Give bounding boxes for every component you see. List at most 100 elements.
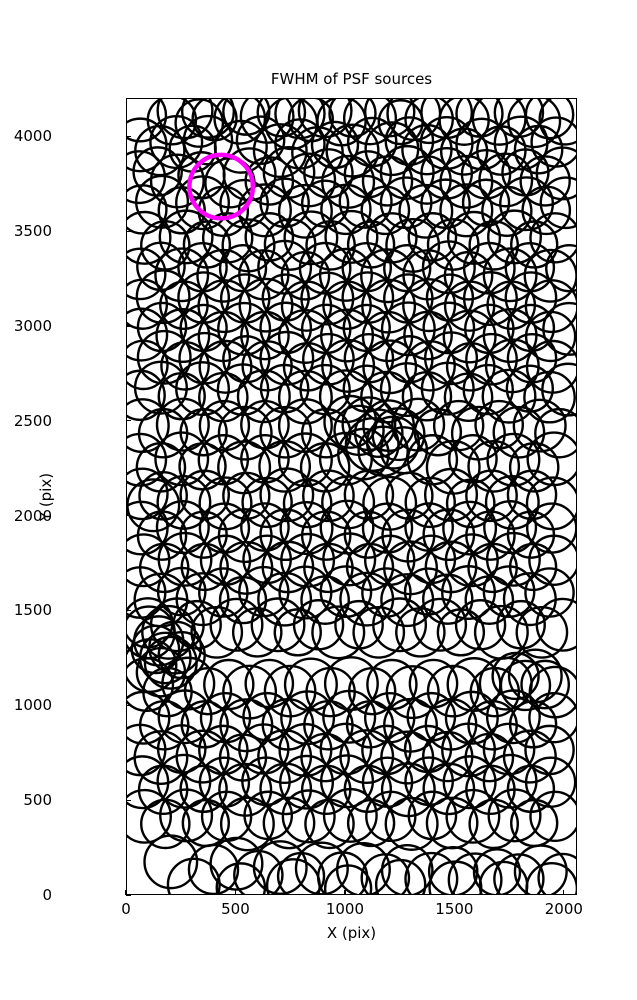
psf-source-circle xyxy=(127,533,171,588)
psf-source-circle xyxy=(324,209,379,264)
psf-source-circle xyxy=(524,567,575,618)
psf-source-circle xyxy=(444,690,499,745)
psf-source-circle xyxy=(265,858,321,894)
x-tick-label: 1500 xyxy=(435,900,474,918)
y-tick-label: 2500 xyxy=(13,411,52,430)
psf-source-circle xyxy=(175,175,230,231)
psf-source-circle xyxy=(442,500,498,556)
psf-source-circle xyxy=(539,176,576,230)
psf-source-circle xyxy=(528,691,576,744)
psf-source-circle xyxy=(149,115,204,170)
psf-source-circle xyxy=(311,605,366,660)
psf-source-circle xyxy=(155,397,210,452)
psf-source-circle xyxy=(136,329,192,385)
y-tick-label: 2000 xyxy=(13,506,52,525)
psf-source-circle xyxy=(198,567,249,618)
psf-source-circle xyxy=(360,853,411,894)
psf-source-circle xyxy=(542,301,576,356)
psf-source-circle xyxy=(222,99,271,136)
psf-source-circle xyxy=(439,183,494,238)
y-tick-mark xyxy=(126,325,131,327)
psf-source-circle xyxy=(485,689,541,745)
psf-source-circle xyxy=(279,754,334,810)
psf-source-circle xyxy=(166,857,221,894)
psf-source-circle xyxy=(298,241,352,295)
psf-source-circle xyxy=(467,440,521,493)
psf-source-circle xyxy=(353,408,404,459)
psf-source-circle xyxy=(404,99,454,145)
psf-source-circle xyxy=(385,665,440,720)
psf-source-circle xyxy=(154,247,210,303)
psf-source-circle xyxy=(529,790,576,843)
psf-source-circle xyxy=(130,624,181,675)
psf-source-circle xyxy=(258,440,312,493)
psf-source-circle xyxy=(257,571,313,627)
psf-source-circle xyxy=(513,844,568,894)
psf-source-circle xyxy=(465,332,518,386)
plot-area[interactable] xyxy=(126,98,577,895)
psf-source-circle xyxy=(279,501,334,556)
psf-source-circle xyxy=(158,209,214,265)
psf-source-circle xyxy=(133,360,188,415)
psf-source-circle xyxy=(512,398,567,453)
psf-source-circle xyxy=(127,467,169,521)
psf-source-circle xyxy=(420,178,471,229)
x-tick-mark xyxy=(125,890,127,895)
psf-source-circle xyxy=(439,154,494,209)
psf-source-circle xyxy=(374,858,427,894)
psf-source-circle xyxy=(465,469,518,523)
psf-source-circle xyxy=(447,852,503,894)
x-axis-label: X (pix) xyxy=(326,924,377,942)
psf-source-circle xyxy=(441,565,497,621)
psf-source-circle xyxy=(180,99,236,139)
x-tick-label: 1000 xyxy=(325,900,365,918)
psf-source-circle xyxy=(132,146,183,197)
psf-source-circle xyxy=(534,407,576,459)
x-tick-mark xyxy=(453,890,455,895)
psf-source-circle xyxy=(259,762,313,816)
psf-source-circle xyxy=(493,853,545,894)
psf-source-circle xyxy=(294,841,349,894)
psf-source-circle xyxy=(238,277,294,333)
psf-source-circle xyxy=(364,99,416,138)
x-tick-label: 2000 xyxy=(544,900,583,918)
y-tick-label: 0 xyxy=(42,886,52,904)
y-tick-mark xyxy=(126,135,131,137)
psf-source-circle xyxy=(384,796,439,851)
psf-source-circle xyxy=(482,565,536,618)
psf-source-circle xyxy=(209,597,264,652)
psf-source-circle xyxy=(300,271,355,326)
psf-source-circle xyxy=(398,183,454,239)
psf-source-circle xyxy=(252,123,308,179)
psf-source-circle xyxy=(346,798,396,848)
psf-source-circle xyxy=(402,278,457,333)
psf-source-circle xyxy=(372,597,428,653)
psf-source-circle xyxy=(127,500,169,556)
psf-source-circle xyxy=(342,99,398,146)
psf-source-circle xyxy=(127,657,175,712)
psf-source-circle xyxy=(277,308,333,364)
psf-source-circle xyxy=(444,533,499,588)
psf-source-circle xyxy=(217,405,273,461)
psf-source-circle xyxy=(426,664,480,718)
psf-source-circle xyxy=(519,155,571,207)
y-axis-label: Y (pix) xyxy=(37,472,55,521)
y-tick-mark xyxy=(126,230,131,232)
x-tick-mark xyxy=(344,890,346,895)
psf-source-circle xyxy=(487,788,542,843)
psf-source-circle xyxy=(428,860,483,894)
highlighted-psf-source-circle[interactable] xyxy=(187,152,256,221)
psf-source-circle xyxy=(491,651,540,701)
psf-source-circle xyxy=(262,796,316,850)
psf-source-circle xyxy=(149,597,205,653)
psf-source-circle xyxy=(256,99,307,138)
psf-source-circle xyxy=(127,788,172,844)
psf-source-circle xyxy=(537,852,576,894)
psf-source-circle xyxy=(492,405,546,459)
psf-source-circle xyxy=(481,368,537,424)
y-tick-mark xyxy=(126,894,131,896)
y-tick-label: 4000 xyxy=(13,127,52,146)
y-tick-label: 3500 xyxy=(13,222,52,241)
psf-source-circle xyxy=(127,247,167,301)
psf-source-circle xyxy=(274,118,326,170)
